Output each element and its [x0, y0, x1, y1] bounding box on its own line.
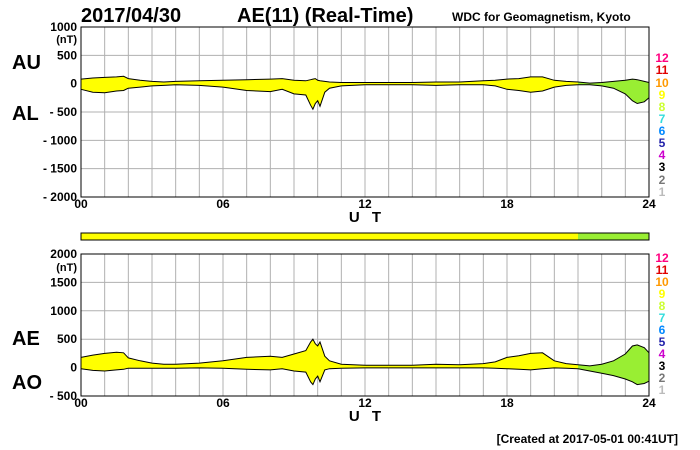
legend-level: 8	[659, 100, 666, 114]
y-tick-label: - 500	[50, 105, 78, 119]
unit-label: (nT)	[56, 262, 77, 274]
x-tick-label: 12	[358, 396, 372, 410]
created-timestamp: [Created at 2017-05-01 00:41UT]	[496, 432, 678, 446]
al-label: AL	[12, 103, 39, 125]
x-tick-label: 06	[216, 197, 230, 211]
y-tick-label: 1000	[50, 304, 77, 318]
legend-level: 12	[655, 251, 669, 265]
legend-level: 5	[659, 335, 666, 349]
legend-level: 12	[655, 51, 669, 65]
legend-level: 4	[659, 148, 666, 162]
x-tick-label: 00	[74, 197, 88, 211]
legend-level: 11	[656, 63, 669, 77]
fill-area-green	[578, 344, 649, 385]
institution-label: WDC for Geomagnetism, Kyoto	[452, 10, 631, 24]
status-band-yellow	[81, 233, 578, 240]
y-tick-label: 0	[70, 77, 77, 91]
fill-area-yellow	[81, 339, 578, 385]
status-band-frame	[80, 232, 650, 241]
y-tick-label: 500	[57, 332, 77, 346]
y-tick-label: 1500	[50, 275, 77, 289]
chart-title: AE(11) (Real-Time)	[237, 5, 414, 27]
y-tick-label: - 1500	[43, 162, 77, 176]
plot-frame	[80, 253, 650, 397]
y-tick-label: - 1000	[43, 133, 77, 147]
y-tick-label: - 500	[50, 389, 78, 403]
y-tick-label: 2000	[50, 247, 77, 261]
legend-level: 6	[659, 323, 666, 337]
series-line-au	[80, 75, 650, 84]
legend-level: 7	[659, 112, 666, 126]
legend-level: 1	[659, 383, 666, 397]
date-label: 2017/04/30	[81, 5, 182, 27]
ao-label: AO	[12, 372, 42, 394]
x-tick-label: 06	[216, 396, 230, 410]
series-line-ao	[80, 367, 650, 386]
legend-level: 3	[659, 160, 666, 174]
legend-level: 11	[656, 263, 669, 277]
x-axis-label: U T	[349, 209, 385, 226]
status-band-green	[578, 233, 649, 240]
legend-level: 2	[659, 371, 666, 385]
y-tick-label: 0	[70, 361, 77, 375]
legend-level: 1	[659, 185, 666, 199]
unit-label: (nT)	[56, 34, 77, 46]
legend-level: 5	[659, 136, 666, 150]
x-tick-label: 18	[500, 197, 514, 211]
legend-level: 10	[655, 76, 669, 90]
legend-level: 10	[655, 275, 669, 289]
legend-level: 3	[659, 359, 666, 373]
legend-level: 6	[659, 124, 666, 138]
ae-label: AE	[12, 328, 40, 350]
series-line-al	[80, 84, 650, 111]
legend-level: 7	[659, 311, 666, 325]
y-tick-label: - 2000	[43, 190, 77, 204]
legend-level: 9	[659, 287, 666, 301]
y-tick-label: 1000	[50, 20, 77, 34]
x-tick-label: 00	[74, 396, 88, 410]
x-tick-label: 24	[642, 396, 656, 410]
y-tick-label: 500	[57, 48, 77, 62]
x-axis-label: U T	[349, 408, 385, 425]
x-tick-label: 24	[642, 197, 656, 211]
legend-level: 8	[659, 299, 666, 313]
legend-level: 2	[659, 173, 666, 187]
series-line-ae	[80, 338, 650, 367]
legend-level: 4	[659, 347, 666, 361]
x-tick-label: 18	[500, 396, 514, 410]
x-tick-label: 12	[358, 197, 372, 211]
au-label: AU	[12, 52, 41, 74]
legend-level: 9	[659, 88, 666, 102]
plot-frame	[80, 26, 650, 198]
